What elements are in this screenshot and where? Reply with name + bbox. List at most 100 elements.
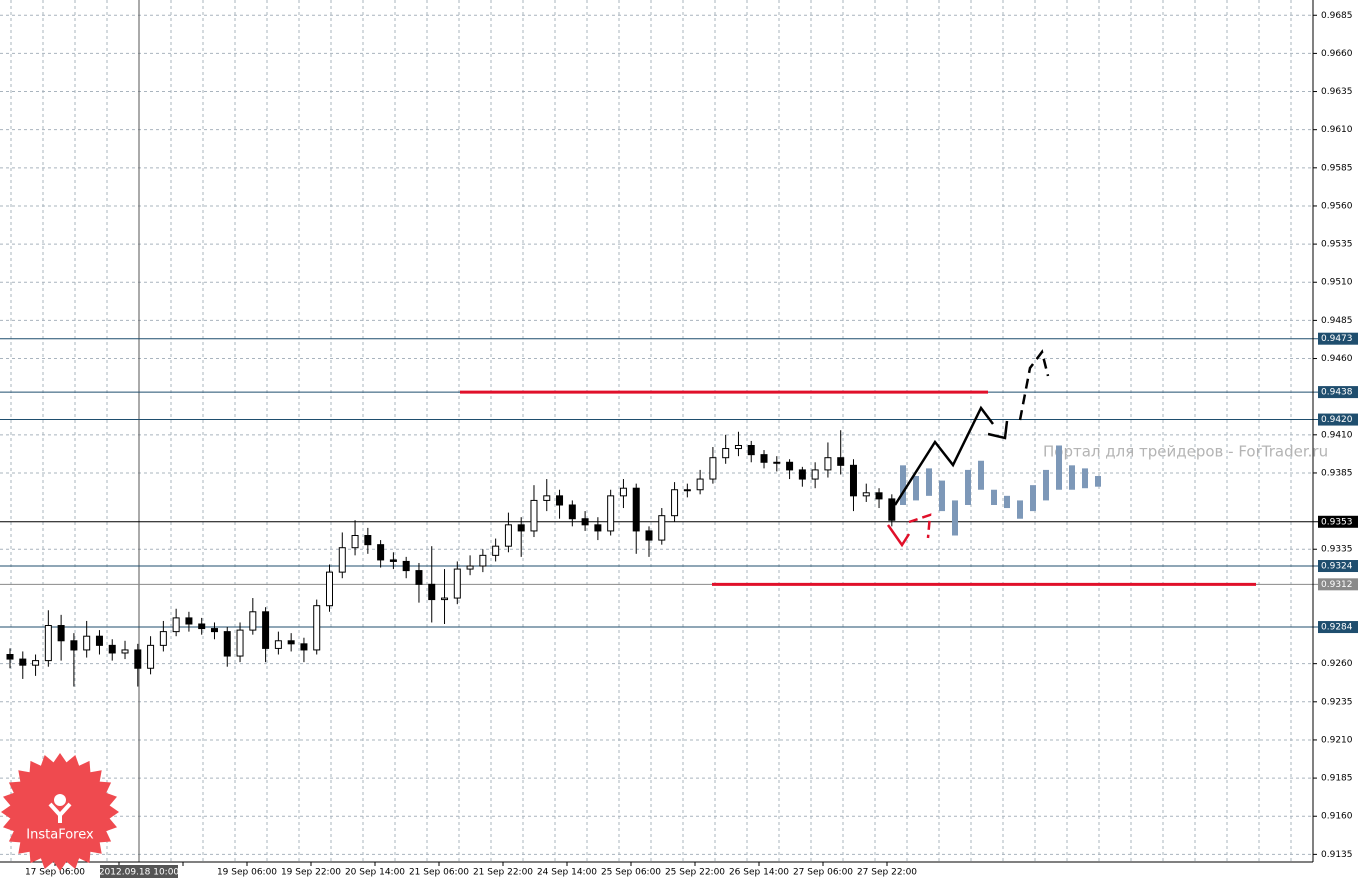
y-tick-label: 0.9160 — [1321, 812, 1353, 822]
level-box — [1318, 332, 1358, 345]
candle-body — [402, 560, 410, 572]
projection-bar — [1017, 500, 1023, 519]
candle-body — [849, 464, 857, 497]
level-box — [1318, 386, 1358, 399]
candle-body — [734, 444, 742, 450]
x-tick-label: 24 Sep 14:00 — [537, 868, 597, 878]
x-tick-label: 17 Sep 06:00 — [25, 868, 85, 878]
y-tick-label: 0.9135 — [1321, 850, 1353, 860]
y-tick-label: 0.9535 — [1321, 240, 1353, 250]
level-label: 0.9420 — [1321, 415, 1353, 425]
level-label: 0.9284 — [1321, 623, 1353, 633]
candle-body — [709, 457, 717, 480]
projection-bar — [1043, 469, 1049, 501]
candle-body — [326, 571, 333, 607]
logo-badge — [1, 753, 119, 871]
projection-bar — [965, 469, 971, 505]
crosshair-box — [100, 865, 178, 878]
candle-body — [466, 565, 474, 570]
y-tick-label: 0.9485 — [1321, 316, 1353, 326]
y-tick-label: 0.9610 — [1321, 125, 1353, 135]
candle-body — [747, 444, 755, 456]
x-tick-label: 19 Sep 22:00 — [281, 868, 341, 878]
y-tick-label: 0.9260 — [1321, 659, 1353, 669]
candle-body — [671, 489, 679, 517]
candle-body — [428, 583, 436, 601]
level-box — [1318, 621, 1358, 634]
candle-body — [862, 492, 870, 497]
candle-body — [134, 649, 142, 669]
candle-body — [492, 545, 500, 556]
candle-body — [147, 644, 155, 669]
candle-body — [798, 469, 806, 480]
candle-body — [249, 611, 257, 631]
forecast-red — [886, 524, 911, 548]
candle-body — [32, 660, 40, 666]
projection-bar — [939, 480, 945, 512]
level-box — [1318, 413, 1358, 426]
projection-bar — [1056, 445, 1062, 490]
candle-body — [389, 559, 397, 562]
level-label: 0.9312 — [1321, 580, 1353, 590]
y-tick-label: 0.9185 — [1321, 774, 1353, 784]
level-box — [1318, 560, 1358, 573]
crosshair-label: 2012.09.18 10:00 — [99, 868, 180, 878]
candle-body — [619, 487, 627, 497]
candle-body — [6, 654, 14, 660]
candle-body — [837, 457, 845, 466]
candle-body — [632, 487, 640, 532]
level-label: 0.9353 — [1321, 517, 1353, 527]
candle-body — [760, 454, 768, 463]
candle-body — [811, 469, 819, 480]
x-tick-label: 27 Sep 22:00 — [857, 868, 917, 878]
candle-body — [70, 640, 78, 651]
level-box — [1318, 578, 1358, 591]
candle-body — [300, 643, 308, 651]
projection-bar — [1095, 476, 1101, 487]
candle-body — [274, 640, 282, 649]
candle-body — [504, 524, 512, 547]
candle-body — [172, 617, 180, 633]
projection-bar — [991, 489, 997, 505]
level-label: 0.9324 — [1321, 562, 1353, 572]
candle-body — [722, 448, 730, 459]
x-tick-label: 25 Sep 22:00 — [665, 868, 725, 878]
candle-body — [159, 631, 167, 646]
y-tick-label: 0.9335 — [1321, 545, 1353, 555]
forecast-path — [987, 420, 1009, 440]
level-label: 0.9438 — [1321, 388, 1353, 398]
candle-body — [875, 492, 883, 500]
projection-bar — [1004, 495, 1010, 509]
logo-icon — [54, 794, 66, 806]
candle-body — [786, 461, 794, 471]
candle-body — [543, 495, 551, 501]
x-tick-label: 25 Sep 06:00 — [601, 868, 661, 878]
y-tick-label: 0.9660 — [1321, 49, 1353, 59]
candle-body — [479, 554, 487, 567]
marks — [0, 338, 1318, 687]
y-tick-label: 0.9685 — [1321, 11, 1353, 21]
candle-body — [594, 524, 602, 532]
y-tick-label: 0.9460 — [1321, 354, 1353, 364]
axes: 0.9685 0.9660 0.9635 0.9610 0.9585 0.9560 0.95… — [25, 11, 1358, 878]
logo-text: InstaForex — [26, 828, 94, 843]
y-tick-label: 0.9510 — [1321, 278, 1353, 288]
candle-body — [530, 499, 538, 532]
candle-body — [121, 649, 129, 654]
candle-body — [696, 478, 704, 491]
candle-body — [415, 570, 423, 585]
y-tick-label: 0.9635 — [1321, 87, 1353, 97]
y-tick-label: 0.9410 — [1321, 430, 1353, 440]
x-tick-label: 27 Sep 06:00 — [793, 868, 853, 878]
horizontal-grid — [0, 14, 1313, 855]
projection-bar — [900, 465, 906, 505]
candle-body — [568, 504, 576, 520]
projection-bar — [1030, 485, 1036, 512]
candle-body — [338, 547, 346, 573]
candle-body — [773, 461, 781, 464]
y-tick-label: 0.9210 — [1321, 735, 1353, 745]
candle-body — [44, 625, 52, 662]
forecast-path — [893, 405, 994, 506]
